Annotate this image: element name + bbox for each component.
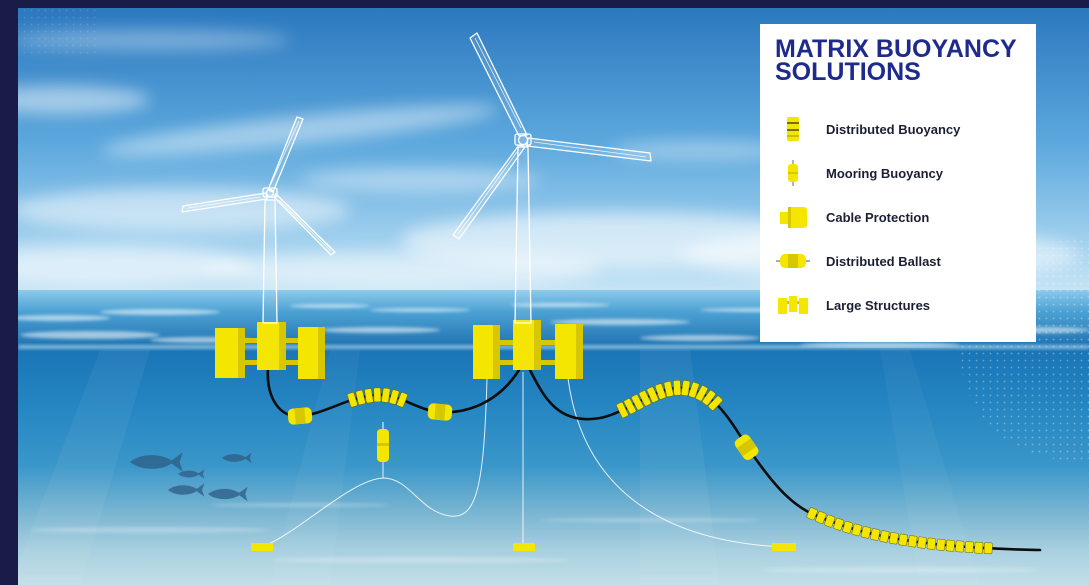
distributed-buoyancy-module	[347, 392, 358, 408]
legend-item-label: Mooring Buoyancy	[826, 165, 944, 181]
distributed-buoyancy-module	[631, 394, 644, 411]
legend-title: MATRIX BUOYANCY SOLUTIONS	[775, 35, 1017, 86]
distributed-buoyancy-module	[654, 383, 667, 400]
distributed-buoyancy-module	[646, 386, 659, 403]
distributed-buoyancy-module	[388, 389, 400, 405]
anchor	[513, 543, 535, 551]
mooring-line-left	[261, 377, 488, 548]
turbine-blade	[267, 116, 304, 193]
fish-school	[130, 452, 252, 502]
distributed-buoyancy-module	[680, 380, 691, 397]
cable-protection-left	[287, 407, 313, 425]
waterline	[18, 345, 1089, 349]
anchor	[772, 543, 796, 551]
mooring-buoyancy-icon	[776, 160, 810, 186]
distributed-ballast-module	[983, 542, 993, 555]
legend-title-line-2: SOLUTIONS	[775, 58, 921, 86]
distributed-ballast-module	[955, 540, 965, 553]
floating-platform-right	[473, 320, 583, 379]
seabed-ripples	[30, 503, 1040, 573]
legend-item-cable-protection: Cable Protection	[760, 195, 1036, 239]
turbine-tower	[514, 146, 532, 324]
legend-panel: MATRIX BUOYANCY SOLUTIONS Distributed Bu…	[760, 24, 1036, 342]
distributed-ballast-module	[851, 523, 863, 537]
legend-item-label: Distributed Buoyancy	[826, 121, 961, 137]
mooring-lines	[261, 372, 784, 548]
distributed-buoyancy-module	[708, 395, 723, 411]
turbine-hub	[265, 188, 275, 198]
decorative-dots-top-left	[18, 8, 98, 58]
distributed-ballast-module	[824, 514, 836, 528]
fish	[178, 469, 205, 479]
distributed-buoyancy-right	[616, 380, 723, 419]
distributed-buoyancy-module	[695, 385, 709, 402]
mooring-line-right	[567, 377, 784, 548]
legend-list: Distributed Buoyancy Mooring Buoyancy	[760, 107, 1036, 327]
distributed-ballast-module	[842, 520, 853, 534]
legend-item-mooring-buoyancy: Mooring Buoyancy	[760, 151, 1036, 195]
wind-turbine-right	[452, 32, 652, 324]
wind-turbine-left	[181, 116, 336, 324]
distributed-buoyancy-module	[623, 398, 637, 415]
legend-item-label: Distributed Ballast	[826, 253, 941, 269]
distributed-ballast-module	[888, 532, 899, 545]
legend-item-large-structures: Large Structures	[760, 283, 1036, 327]
distributed-ballast-icon	[776, 248, 810, 274]
distributed-ballast-string	[806, 507, 993, 555]
distributed-buoyancy-module	[663, 381, 674, 398]
light-rays	[18, 350, 980, 585]
distributed-ballast-module	[917, 536, 927, 549]
legend-item-label: Large Structures	[826, 297, 931, 313]
anchor	[251, 543, 273, 551]
distributed-ballast-module	[879, 530, 890, 543]
distributed-ballast-module	[806, 507, 818, 521]
distributed-ballast-module	[870, 528, 881, 541]
distributed-buoyancy-module	[673, 380, 682, 396]
distributed-ballast-module	[815, 511, 827, 524]
distributed-buoyancy-module	[638, 390, 652, 407]
distributed-ballast-module	[898, 533, 909, 546]
distributed-ballast-module	[833, 517, 845, 531]
mooring-buoy	[377, 422, 389, 462]
distributed-buoyancy-module	[701, 390, 716, 406]
cable-protection-mid	[427, 403, 453, 421]
distributed-ballast-module	[936, 538, 946, 551]
cable-protection-icon	[776, 204, 810, 230]
distributed-ballast-module	[926, 537, 937, 550]
floating-platform-left	[215, 322, 325, 379]
distributed-ballast-module	[974, 541, 984, 554]
distributed-buoyancy-module	[396, 392, 408, 408]
distributed-buoyancy-module	[616, 402, 629, 419]
distributed-ballast-module	[964, 541, 974, 554]
distributed-buoyancy-left	[347, 387, 408, 408]
distributed-buoyancy-module	[364, 388, 374, 404]
fish	[130, 452, 183, 472]
fish	[222, 452, 252, 464]
distributed-buoyancy-module	[688, 381, 700, 399]
legend-item-distributed-buoyancy: Distributed Buoyancy	[760, 107, 1036, 151]
legend-item-distributed-ballast: Distributed Ballast	[760, 239, 1036, 283]
distributed-ballast-module	[860, 526, 872, 539]
fish	[208, 486, 248, 502]
fish	[168, 483, 205, 497]
distributed-ballast-module	[907, 535, 918, 548]
legend-item-label: Cable Protection	[826, 209, 930, 225]
distributed-buoyancy-module	[355, 389, 366, 406]
large-structures-icon	[776, 292, 810, 318]
cable-protection-right	[734, 434, 759, 461]
distributed-buoyancy-icon	[776, 116, 810, 142]
seabed-anchors	[251, 543, 796, 551]
turbine-hub	[517, 134, 529, 146]
turbine-tower	[262, 199, 278, 324]
distributed-buoyancy-module	[373, 387, 382, 403]
legend-title-line-1: MATRIX BUOYANCY	[775, 35, 1017, 63]
distributed-ballast-module	[945, 539, 955, 552]
distributed-buoyancy-module	[381, 387, 391, 403]
